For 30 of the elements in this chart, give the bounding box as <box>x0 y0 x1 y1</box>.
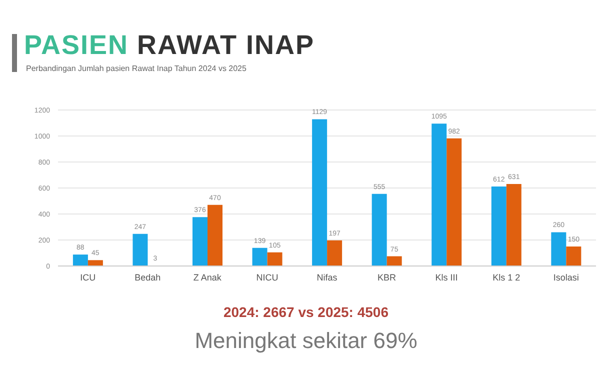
x-tick-label: Kls 1 2 <box>492 272 520 282</box>
chart-title: PASIEN RAWAT INAP <box>24 30 315 60</box>
bar <box>208 204 222 266</box>
x-tick-label: Kls III <box>435 272 458 282</box>
bar <box>72 254 88 266</box>
chart-subtitle: Perbandingan Jumlah pasien Rawat Inap Tahun 2024 vs 2025 <box>26 64 246 73</box>
bar <box>327 240 342 266</box>
x-tick-label: Nifas <box>316 272 338 282</box>
bar <box>192 217 208 266</box>
x-tick-label: ICU <box>80 272 96 282</box>
bar <box>566 246 582 266</box>
x-tick-label: NICU <box>256 272 278 282</box>
bar <box>88 260 103 266</box>
x-tick-label: Bedah <box>134 272 161 282</box>
x-tick-label: Z Anak <box>193 272 222 282</box>
bar <box>312 119 328 266</box>
bar <box>132 234 148 266</box>
bar <box>432 124 447 266</box>
bar <box>491 186 506 266</box>
bar <box>386 256 402 266</box>
bar <box>506 184 522 266</box>
text: Meningkat sekitar 69% <box>194 328 418 354</box>
bar <box>551 232 566 266</box>
x-tick-label: KBR <box>378 272 397 282</box>
bar <box>267 252 282 266</box>
bar <box>446 138 462 266</box>
text: 2024: 2667 vs 2025: 4506 <box>222 304 390 320</box>
x-tick-label: Isolasi <box>553 272 579 282</box>
bar <box>372 194 387 266</box>
bar <box>252 248 268 266</box>
